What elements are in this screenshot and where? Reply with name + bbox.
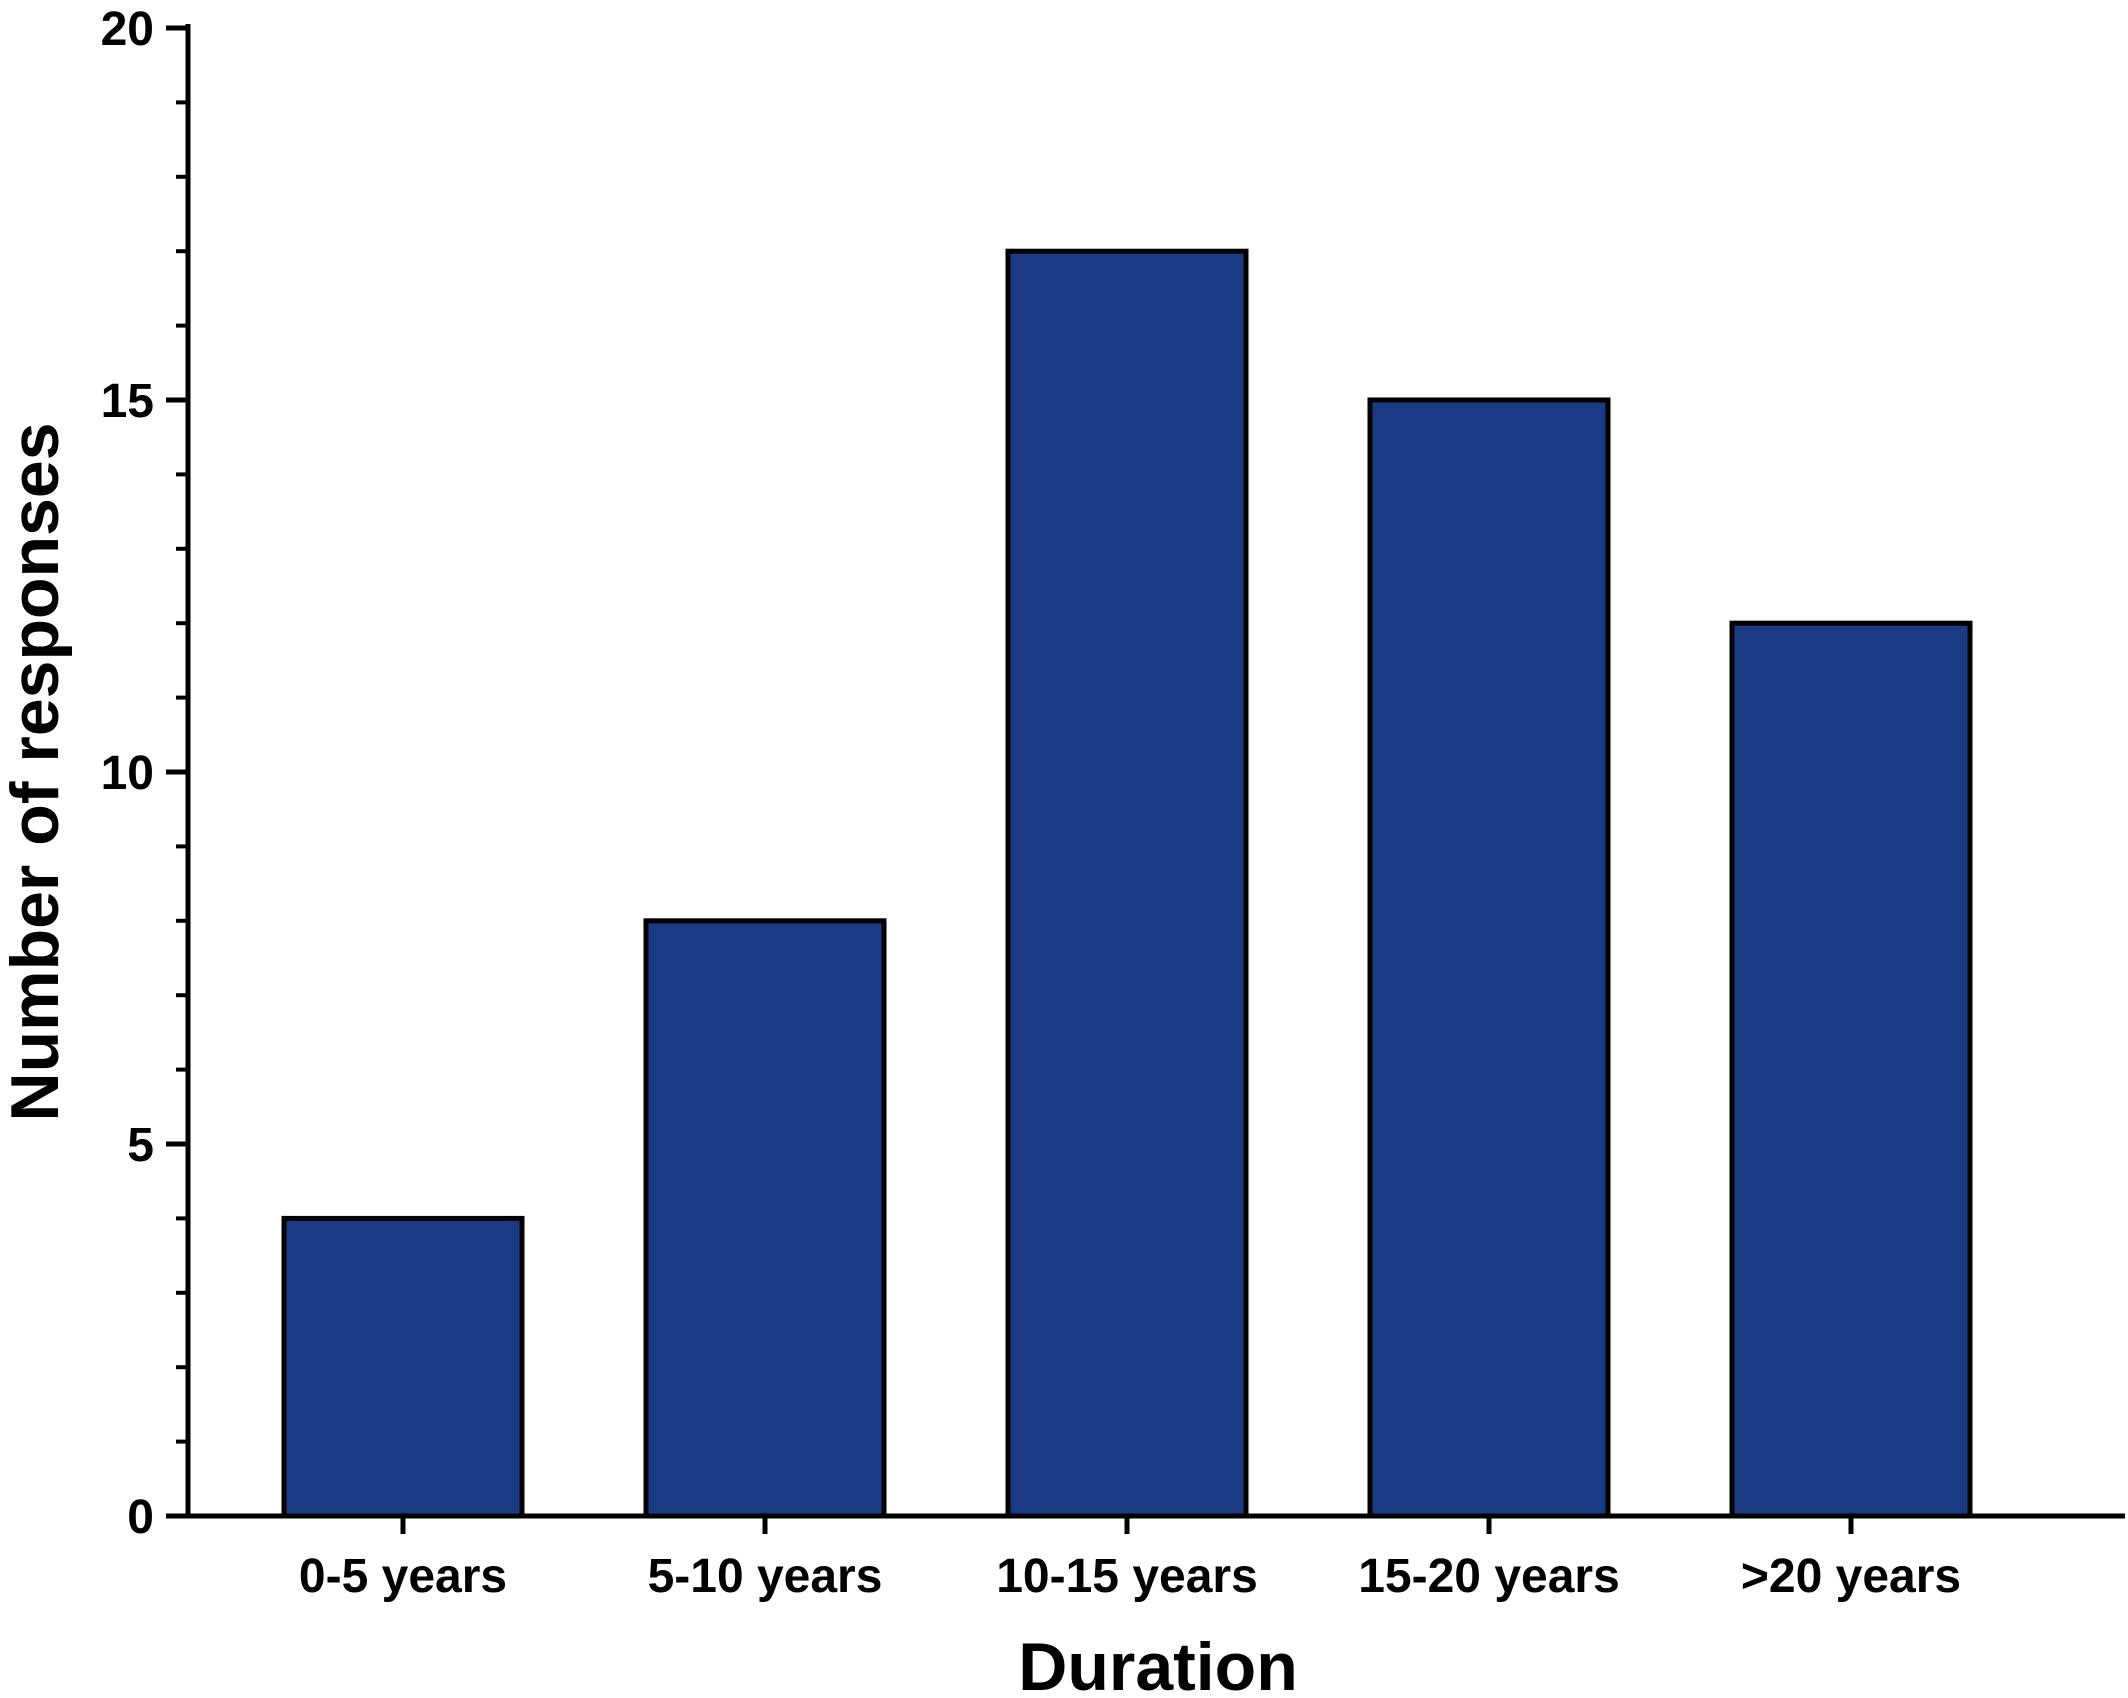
bar-2 [643, 918, 887, 1519]
x-tick-label-3: 10-15 years [996, 1550, 1258, 1603]
y-tick-label-5: 5 [127, 1119, 154, 1172]
ticks-group [166, 25, 1854, 1534]
y-tick-label-10: 10 [101, 747, 154, 800]
y-tick-label-15: 15 [101, 375, 154, 428]
x-tick-label-4: 15-20 years [1358, 1550, 1620, 1603]
labels-group: 0-5 years 5-10 years 10-15 years 15-20 year… [101, 3, 1962, 1603]
bar-1 [281, 1215, 525, 1519]
y-tick-label-0: 0 [127, 1491, 154, 1544]
bar-3 [1005, 248, 1249, 1519]
bars-group [281, 248, 1973, 1519]
x-tick-label-1: 0-5 years [299, 1550, 507, 1603]
x-tick-label-2: 5-10 years [648, 1550, 883, 1603]
x-tick-label-5: >20 years [1741, 1550, 1961, 1603]
y-tick-label-20: 20 [101, 3, 154, 56]
y-axis-title: Number of responses [0, 422, 73, 1121]
x-axis-title: Duration [1018, 1629, 1298, 1698]
bar-4 [1367, 397, 1611, 1519]
bar-5 [1729, 620, 1973, 1519]
